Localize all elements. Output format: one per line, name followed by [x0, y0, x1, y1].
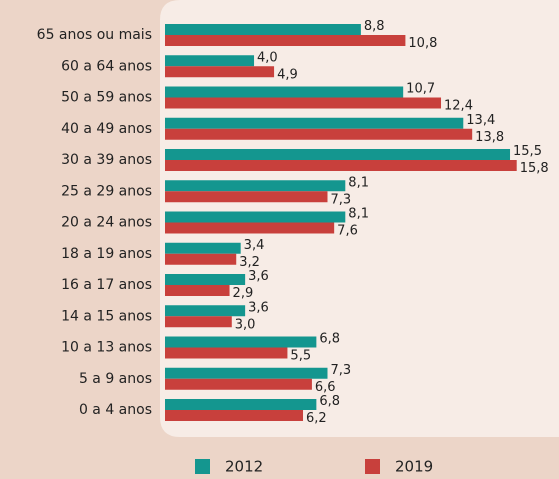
value-label: 6,8	[319, 332, 340, 347]
bar	[165, 242, 241, 254]
category-label: 50 a 59 anos	[61, 90, 152, 106]
bar	[165, 305, 246, 317]
category-label: 0 a 4 anos	[79, 402, 152, 418]
value-label: 2,9	[233, 286, 254, 301]
value-label: 6,2	[306, 411, 327, 426]
bar	[165, 399, 317, 410]
legend-label: 2012	[225, 458, 263, 476]
bar	[165, 35, 406, 46]
value-label: 8,8	[364, 19, 385, 34]
bar	[165, 191, 328, 203]
category-label: 20 a 24 anos	[61, 215, 152, 231]
bar	[165, 336, 317, 348]
category-label: 16 a 17 anos	[61, 277, 152, 293]
bar	[165, 97, 442, 109]
value-label: 13,4	[466, 113, 495, 128]
category-label: 18 a 19 anos	[61, 246, 152, 262]
value-label: 13,8	[475, 130, 504, 145]
value-label: 7,6	[337, 224, 358, 239]
bar	[165, 347, 288, 359]
value-label: 3,6	[248, 300, 269, 315]
legend-label: 2019	[395, 458, 433, 476]
bar	[165, 86, 404, 98]
bar	[165, 316, 232, 328]
value-label: 8,1	[348, 175, 369, 190]
bar	[165, 367, 328, 379]
bar	[165, 253, 237, 265]
bar	[165, 410, 304, 421]
bar	[165, 160, 517, 171]
value-label: 4,9	[277, 67, 298, 82]
bar	[165, 180, 346, 192]
category-label: 5 a 9 anos	[79, 371, 152, 387]
value-label: 3,0	[235, 317, 256, 332]
bar	[165, 222, 335, 234]
value-label: 3,6	[248, 269, 269, 284]
value-label: 6,8	[319, 394, 340, 409]
category-label: 30 a 39 anos	[61, 152, 152, 168]
value-label: 4,0	[257, 50, 278, 65]
bar	[165, 128, 473, 140]
value-label: 6,6	[315, 380, 336, 395]
category-label: 60 a 64 anos	[61, 58, 152, 74]
legend-swatch	[365, 459, 380, 474]
value-label: 10,8	[408, 36, 437, 51]
plot-panel	[160, 0, 559, 437]
category-label: 65 anos ou mais	[37, 27, 152, 43]
value-label: 15,5	[513, 144, 542, 159]
value-label: 7,3	[330, 363, 351, 378]
value-label: 10,7	[406, 82, 435, 97]
category-label: 14 a 15 anos	[61, 308, 152, 324]
bar	[165, 149, 511, 160]
bar	[165, 55, 255, 67]
category-label: 25 a 29 anos	[61, 183, 152, 199]
value-label: 15,8	[520, 161, 549, 176]
value-label: 3,4	[244, 238, 265, 253]
bar	[165, 24, 361, 35]
value-label: 3,2	[239, 255, 260, 270]
bar	[165, 117, 464, 129]
bar	[165, 378, 312, 390]
bar	[165, 66, 275, 78]
bar	[165, 274, 246, 285]
value-label: 7,3	[330, 192, 351, 207]
value-label: 5,5	[290, 349, 311, 364]
bar	[165, 285, 230, 296]
value-label: 8,1	[348, 207, 369, 222]
category-label: 10 a 13 anos	[61, 340, 152, 356]
legend-swatch	[195, 459, 210, 474]
bar	[165, 211, 346, 223]
value-label: 12,4	[444, 99, 473, 114]
category-label: 40 a 49 anos	[61, 121, 152, 137]
